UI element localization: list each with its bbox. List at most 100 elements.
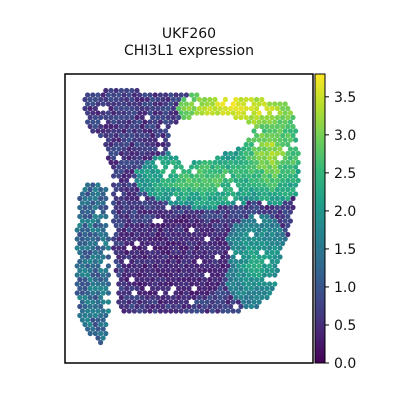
expression-spot [202, 286, 207, 291]
expression-spot [124, 277, 129, 282]
expression-spot [137, 236, 142, 241]
expression-spot [262, 245, 267, 250]
expression-spot [251, 209, 256, 214]
expression-spot [212, 178, 217, 183]
expression-spot [95, 101, 100, 106]
colorbar-tick-label: 3.5 [334, 90, 356, 106]
expression-spot [207, 214, 212, 219]
expression-spot [134, 142, 139, 147]
expression-spot [238, 295, 243, 300]
expression-spot [98, 277, 103, 282]
expression-spot [259, 259, 264, 264]
expression-spot [246, 299, 251, 304]
expression-spot [186, 106, 191, 111]
expression-spot [166, 214, 171, 219]
expression-spot [197, 304, 202, 309]
expression-spot [246, 236, 251, 241]
expression-spot [127, 299, 132, 304]
expression-spot [158, 173, 163, 178]
expression-spot [249, 277, 254, 282]
expression-spot [202, 223, 207, 228]
expression-spot [251, 299, 256, 304]
expression-spot [77, 205, 82, 210]
expression-spot [179, 191, 184, 196]
expression-spot [153, 200, 158, 205]
expression-spot [124, 268, 129, 273]
expression-spot [233, 115, 238, 120]
expression-spot [220, 182, 225, 187]
expression-spot [147, 137, 152, 142]
expression-spot [189, 254, 194, 259]
expression-spot [93, 268, 98, 273]
expression-spot [103, 187, 108, 192]
expression-spot [285, 133, 290, 138]
expression-spot [132, 272, 137, 277]
expression-spot [114, 97, 119, 102]
expression-spot [275, 151, 280, 156]
expression-spot [150, 214, 155, 219]
expression-spot [150, 205, 155, 210]
expression-spot [82, 223, 87, 228]
expression-spot [88, 295, 93, 300]
expression-spot [270, 241, 275, 246]
expression-spot [98, 250, 103, 255]
expression-spot [244, 286, 249, 291]
expression-spot [142, 281, 147, 286]
expression-spot [264, 115, 269, 120]
expression-spot [184, 281, 189, 286]
expression-spot [210, 173, 215, 178]
expression-spot [238, 169, 243, 174]
expression-spot [184, 92, 189, 97]
expression-spot [179, 200, 184, 205]
expression-spot [192, 304, 197, 309]
expression-spot [238, 259, 243, 264]
expression-spot [212, 295, 217, 300]
expression-spot [93, 286, 98, 291]
expression-spot [132, 254, 137, 259]
expression-spot [119, 133, 124, 138]
expression-spot [155, 214, 160, 219]
expression-spot [147, 155, 152, 160]
expression-spot [121, 218, 126, 223]
expression-spot [179, 290, 184, 295]
expression-spot [197, 97, 202, 102]
expression-spot [145, 106, 150, 111]
expression-spot [132, 263, 137, 268]
expression-spot [176, 106, 181, 111]
expression-spot [137, 263, 142, 268]
expression-spot [155, 250, 160, 255]
expression-spot [158, 281, 163, 286]
expression-spot [197, 250, 202, 255]
expression-spot [212, 304, 217, 309]
expression-spot [140, 277, 145, 282]
expression-spot [95, 254, 100, 259]
expression-spot [155, 169, 160, 174]
expression-spot [166, 133, 171, 138]
expression-spot [140, 178, 145, 183]
expression-spot [215, 272, 220, 277]
expression-spot [158, 155, 163, 160]
expression-spot [186, 187, 191, 192]
expression-spot [160, 259, 165, 264]
expression-spot [285, 169, 290, 174]
expression-spot [202, 97, 207, 102]
expression-spot [280, 169, 285, 174]
expression-spot [103, 232, 108, 237]
expression-spot [114, 259, 119, 264]
expression-spot [134, 178, 139, 183]
expression-spot [129, 214, 134, 219]
expression-spot [205, 164, 210, 169]
expression-spot [202, 250, 207, 255]
expression-spot [163, 146, 168, 151]
expression-spot [166, 268, 171, 273]
expression-spot [168, 209, 173, 214]
expression-spot [228, 169, 233, 174]
expression-spot [259, 160, 264, 165]
expression-spot [98, 97, 103, 102]
expression-spot [158, 254, 163, 259]
expression-spot [249, 241, 254, 246]
expression-spot [212, 250, 217, 255]
expression-spot [285, 160, 290, 165]
expression-spot [145, 268, 150, 273]
expression-spot [168, 119, 173, 124]
